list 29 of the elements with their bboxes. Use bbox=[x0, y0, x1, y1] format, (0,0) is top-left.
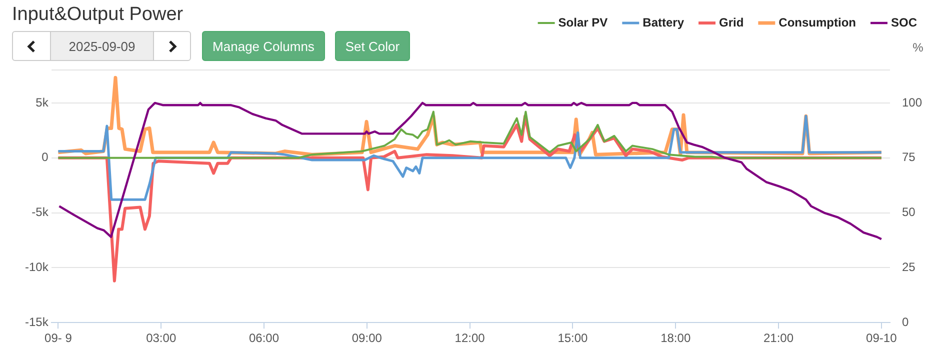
x-tick-label: 03:00 bbox=[146, 331, 176, 346]
legend-label: Battery bbox=[642, 15, 684, 30]
x-tick-label: 09-10 bbox=[866, 331, 898, 346]
x-tick-label: 21:00 bbox=[763, 331, 794, 346]
y2-tick-label: 75 bbox=[902, 150, 916, 164]
x-tick-label: 15:00 bbox=[558, 331, 588, 346]
y2-tick-label: 100 bbox=[902, 95, 922, 110]
y2-tick-label: 25 bbox=[902, 260, 916, 274]
y2-tick-label: 0 bbox=[902, 314, 909, 329]
x-tick-label: 18:00 bbox=[660, 331, 691, 346]
text: Set Color bbox=[335, 31, 410, 61]
y-tick-label: -10k bbox=[25, 260, 50, 274]
text: Manage Columns bbox=[202, 31, 325, 61]
legend-label: Solar PV bbox=[558, 15, 608, 30]
y-tick-label: -5k bbox=[32, 205, 50, 220]
x-tick-label: 09:00 bbox=[352, 331, 382, 346]
text: 2025-09-09 bbox=[50, 31, 154, 61]
chart-title: Input&Output Power bbox=[12, 4, 184, 26]
y-tick-label: 5k bbox=[36, 95, 50, 110]
x-tick-label: 12:00 bbox=[454, 331, 486, 346]
x-tick-label: 06:00 bbox=[248, 331, 280, 346]
legend-label: SOC bbox=[890, 15, 918, 30]
legend-label: Grid bbox=[719, 15, 744, 30]
x-tick-label: 09- 9 bbox=[44, 331, 72, 346]
y-tick-label: -15k bbox=[25, 314, 50, 329]
y2-axis-title: % bbox=[912, 40, 924, 54]
y-tick-label: 0 bbox=[42, 150, 49, 164]
y2-tick-label: 50 bbox=[902, 205, 916, 220]
legend-label: Consumption bbox=[778, 15, 856, 30]
